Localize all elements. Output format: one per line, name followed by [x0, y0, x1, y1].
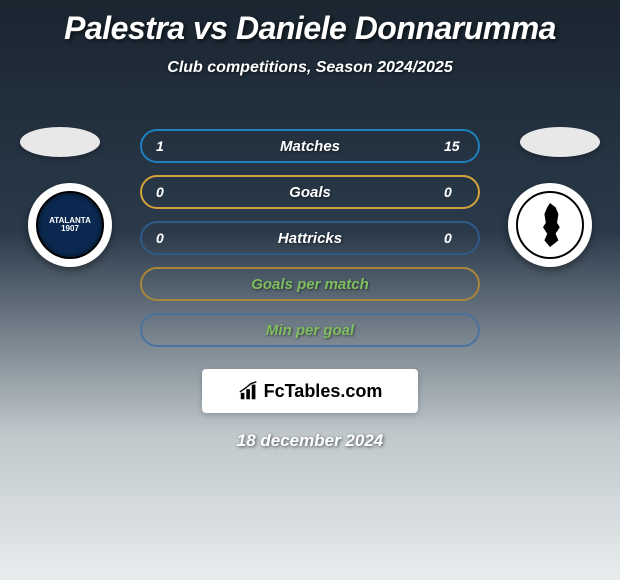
- cesena-crest-icon: [516, 191, 584, 259]
- stat-label: Hattricks: [278, 230, 342, 247]
- stat-left-value: 0: [156, 230, 176, 246]
- club-badge-left: ATALANTA 1907: [28, 183, 112, 267]
- stat-right-value: 15: [444, 138, 464, 154]
- fctables-brand: FcTables.com: [202, 369, 418, 413]
- stat-row: Min per goal: [140, 313, 480, 347]
- stat-row: 0 Goals 0: [140, 175, 480, 209]
- comparison-panel: ATALANTA 1907 1 Matches 15 0 Goals 0 0 Hattrick…: [0, 117, 620, 451]
- stat-left-value: 0: [156, 184, 176, 200]
- stat-label: Goals per match: [251, 276, 369, 293]
- date-label: 18 december 2024: [0, 431, 620, 451]
- brand-text: FcTables.com: [264, 381, 383, 402]
- stat-label: Min per goal: [266, 322, 354, 339]
- stat-right-value: 0: [444, 230, 464, 246]
- stat-right-value: 0: [444, 184, 464, 200]
- player-marker-right: [520, 127, 600, 157]
- stats-list: 1 Matches 15 0 Goals 0 0 Hattricks 0 Goals per ma…: [140, 117, 480, 347]
- stat-label: Goals: [289, 184, 331, 201]
- club-badge-right: [508, 183, 592, 267]
- atalanta-crest-icon: ATALANTA 1907: [36, 191, 104, 259]
- stat-row: 1 Matches 15: [140, 129, 480, 163]
- stat-row: Goals per match: [140, 267, 480, 301]
- page-title: Palestra vs Daniele Donnarumma: [0, 0, 620, 47]
- chart-icon: [238, 380, 260, 402]
- subtitle: Club competitions, Season 2024/2025: [0, 59, 620, 77]
- stat-label: Matches: [280, 138, 340, 155]
- player-marker-left: [20, 127, 100, 157]
- stat-left-value: 1: [156, 138, 176, 154]
- stat-row: 0 Hattricks 0: [140, 221, 480, 255]
